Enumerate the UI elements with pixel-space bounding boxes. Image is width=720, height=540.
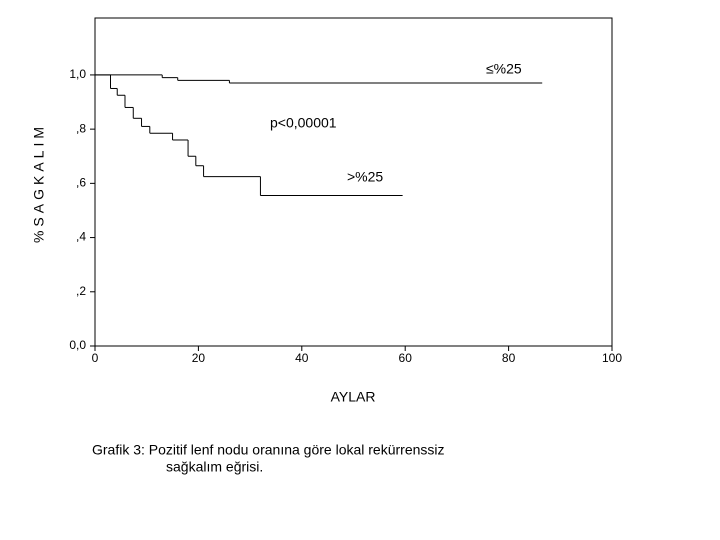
caption-line: sağkalım eğrisi.: [166, 459, 263, 475]
y-tick-label: ,8: [76, 121, 86, 135]
x-tick-label: 80: [502, 351, 516, 365]
x-tick-label: 60: [399, 351, 413, 365]
y-tick-label: ,4: [76, 230, 86, 244]
y-tick-label: 0,0: [69, 338, 86, 352]
series-label: >%25: [347, 169, 383, 185]
y-axis-label: %SAGKALIM: [31, 123, 47, 243]
caption-line: Grafik 3: Pozitif lenf nodu oranına göre…: [92, 442, 445, 458]
x-tick-label: 20: [192, 351, 206, 365]
y-tick-label: 1,0: [69, 67, 86, 81]
annotation: p<0,00001: [270, 115, 337, 131]
x-axis-label: AYLAR: [331, 389, 376, 405]
x-tick-label: 100: [602, 351, 622, 365]
x-tick-label: 0: [92, 351, 99, 365]
y-tick-label: ,6: [76, 176, 86, 190]
x-tick-label: 40: [295, 351, 309, 365]
plot-frame: [94, 17, 613, 347]
series-label: ≤%25: [486, 61, 522, 77]
y-tick-label: ,2: [76, 284, 86, 298]
